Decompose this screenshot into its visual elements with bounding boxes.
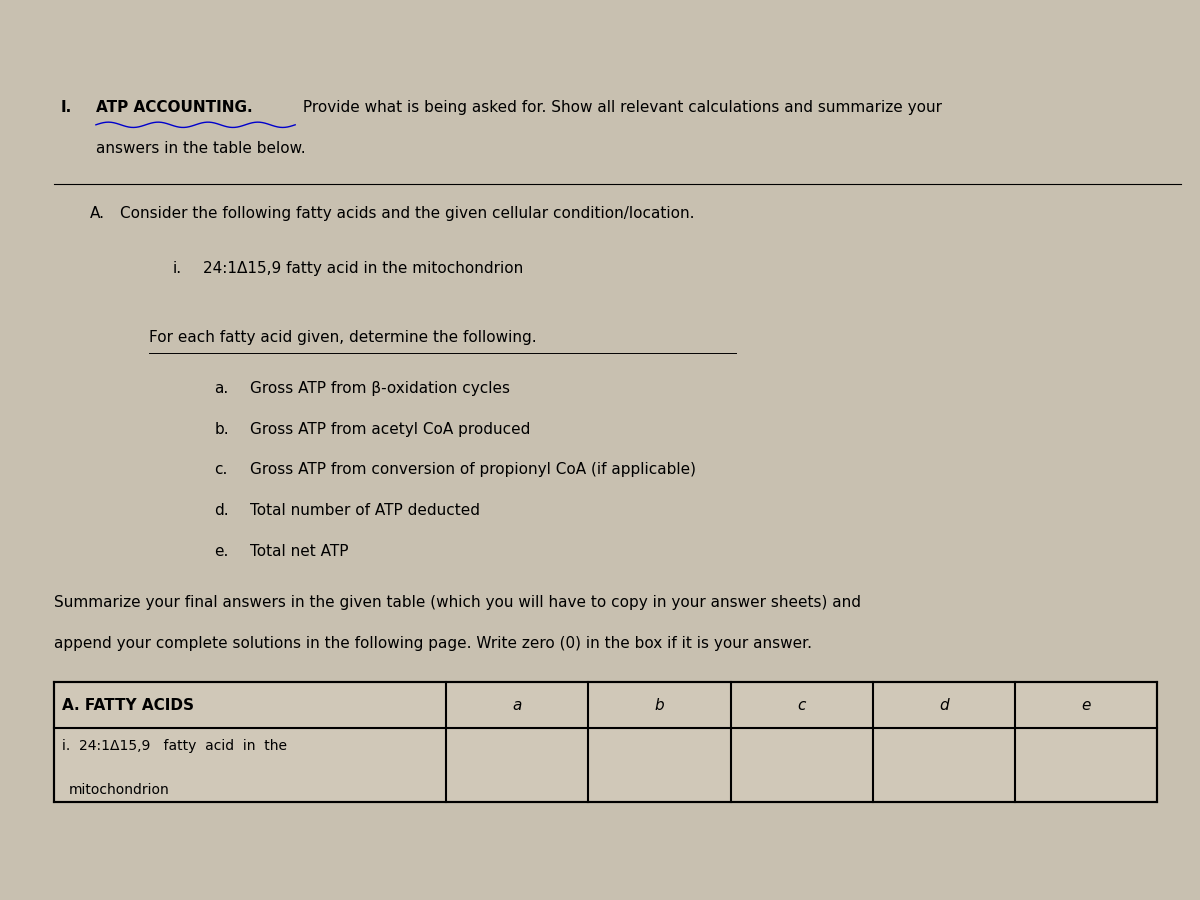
Text: a.: a.	[215, 381, 229, 396]
Text: Gross ATP from conversion of propionyl CoA (if applicable): Gross ATP from conversion of propionyl C…	[250, 463, 696, 477]
Text: a: a	[512, 698, 522, 713]
Text: I.: I.	[60, 100, 72, 115]
Text: i.: i.	[173, 261, 182, 276]
Text: c.: c.	[215, 463, 228, 477]
Text: A. FATTY ACIDS: A. FATTY ACIDS	[61, 698, 193, 713]
Text: d.: d.	[215, 503, 229, 518]
Bar	[54, 682, 1158, 802]
Text: Total net ATP: Total net ATP	[250, 544, 348, 559]
Text: A.: A.	[90, 206, 104, 221]
Text: 24:1Δ15,9 fatty acid in the mitochondrion: 24:1Δ15,9 fatty acid in the mitochondrio…	[203, 261, 523, 276]
Text: Gross ATP from acetyl CoA produced: Gross ATP from acetyl CoA produced	[250, 421, 530, 436]
Text: b.: b.	[215, 421, 229, 436]
Text: d: d	[940, 698, 949, 713]
Text: Gross ATP from β-oxidation cycles: Gross ATP from β-oxidation cycles	[250, 381, 510, 396]
Text: b: b	[655, 698, 665, 713]
Text: e: e	[1081, 698, 1091, 713]
Text: mitochondrion: mitochondrion	[68, 783, 169, 797]
Text: e.: e.	[215, 544, 229, 559]
Text: i.  24:1Δ15,9   fatty  acid  in  the: i. 24:1Δ15,9 fatty acid in the	[61, 739, 287, 753]
Text: Summarize your final answers in the given table (which you will have to copy in : Summarize your final answers in the give…	[54, 595, 862, 610]
Text: For each fatty acid given, determine the following.: For each fatty acid given, determine the…	[149, 330, 536, 346]
Text: answers in the table below.: answers in the table below.	[96, 140, 306, 156]
Text: Consider the following fatty acids and the given cellular condition/location.: Consider the following fatty acids and t…	[120, 206, 694, 221]
Text: c: c	[798, 698, 806, 713]
Text: append your complete solutions in the following page. Write zero (0) in the box : append your complete solutions in the fo…	[54, 636, 812, 651]
Text: ATP ACCOUNTING.: ATP ACCOUNTING.	[96, 100, 252, 115]
Text: Provide what is being asked for. Show all relevant calculations and summarize yo: Provide what is being asked for. Show al…	[298, 100, 942, 115]
Text: Total number of ATP deducted: Total number of ATP deducted	[250, 503, 480, 518]
